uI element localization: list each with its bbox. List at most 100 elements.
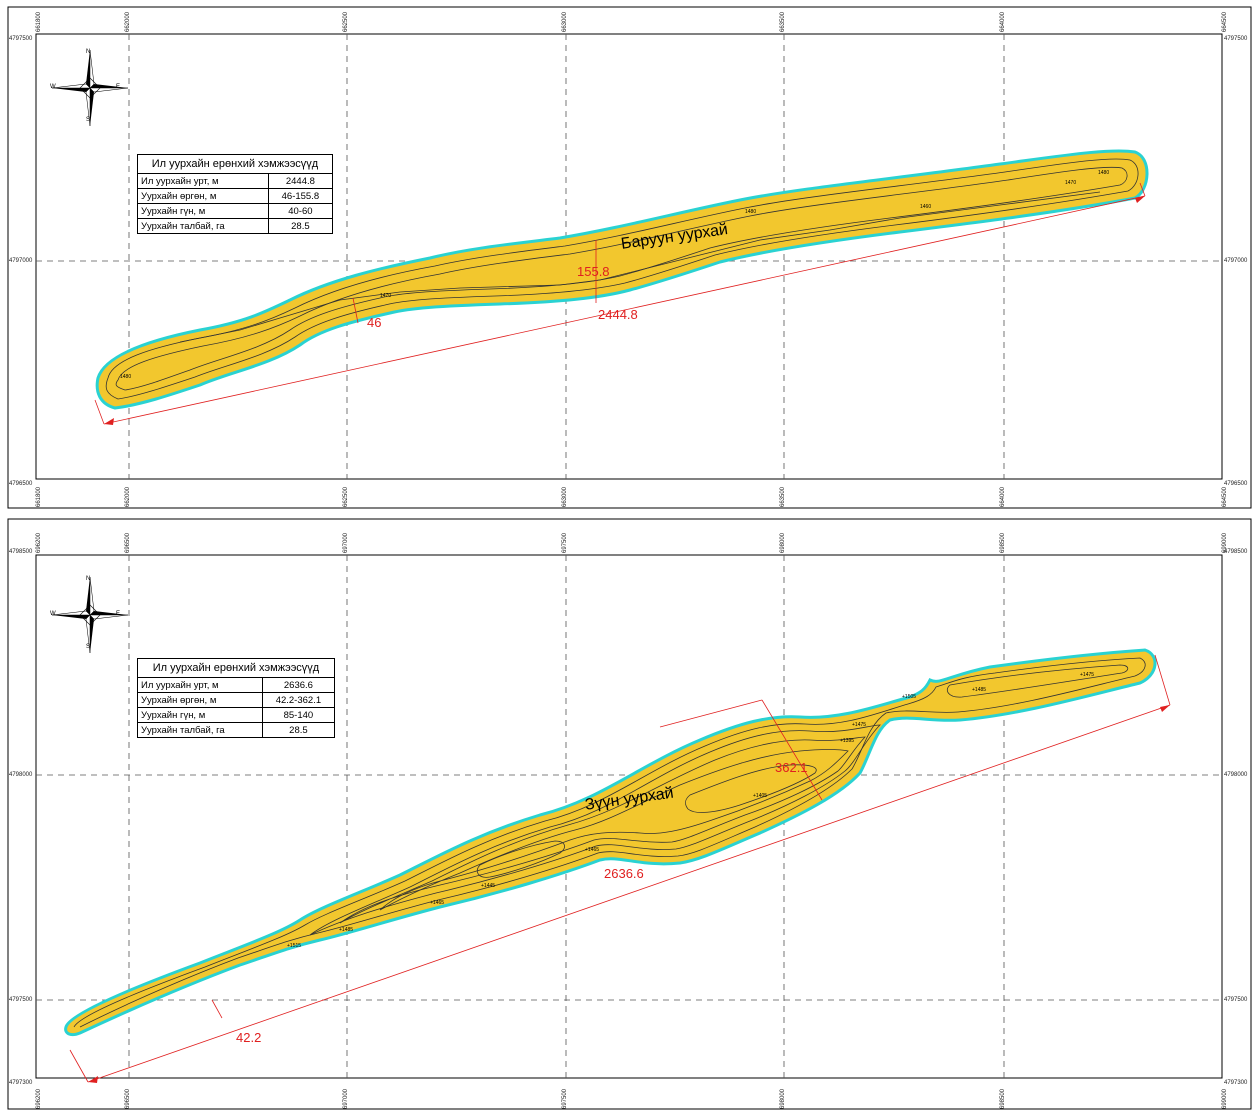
x-tick: 696500	[125, 532, 131, 553]
x-tick: 698500	[1000, 532, 1006, 553]
compass-w: W	[50, 84, 56, 90]
west-dimension-lines	[94, 182, 1146, 425]
compass-rose-icon	[51, 49, 129, 127]
y-tick: 4797500	[9, 36, 33, 42]
west-pit-outline	[95, 149, 1149, 410]
west-pit-drawing	[7, 6, 1252, 509]
row-value: 2444.8	[267, 173, 334, 189]
x-tick: 664500	[1222, 11, 1228, 32]
table-row: Уурхайн өргөн, м 42.2-362.1	[137, 692, 336, 708]
x-tick: 696200	[36, 532, 42, 553]
compass-e: E	[116, 611, 121, 617]
table-row: Уурхайн гүн, м 85-140	[137, 707, 336, 723]
elevation-label: +1505	[902, 694, 917, 700]
x-tick: 697000	[343, 532, 349, 553]
elevation-label: +1475	[1080, 672, 1095, 678]
y-tick: 4798000	[1224, 772, 1248, 778]
elevation-label: 1480	[120, 374, 132, 380]
x-tick: 661800	[36, 486, 42, 507]
elevation-label: +1515	[287, 943, 302, 949]
row-value: 46-155.8	[267, 188, 334, 204]
table-title: Ил уурхайн ерөнхий хэмжээсүүд	[137, 658, 335, 678]
x-tick: 697000	[343, 1088, 349, 1109]
east-pit-drawing	[7, 518, 1252, 1110]
elevation-label: 1480	[1098, 170, 1110, 176]
elevation-label: +1485	[972, 687, 987, 693]
width-min-label: 42.2	[236, 1030, 262, 1045]
row-label: Уурхайн талбай, га	[137, 722, 263, 738]
east-pit-map: 696200 696500 697000 697500 698000 69850…	[0, 515, 1258, 1115]
table-row: Уурхайн гүн, м 40-60	[137, 203, 334, 219]
y-tick: 4798500	[9, 549, 33, 555]
elevation-label: +1465	[430, 900, 445, 906]
compass-s: S	[86, 644, 91, 650]
y-tick: 4797300	[1224, 1080, 1248, 1086]
x-tick: 663000	[562, 11, 568, 32]
y-tick: 4798000	[9, 772, 33, 778]
compass-w: W	[50, 611, 56, 617]
table-row: Уурхайн талбай, га 28.5	[137, 722, 336, 738]
width-max-label: 155.8	[577, 264, 610, 279]
pit-parameters-table: Ил уурхайн ерөнхий хэмжээсүүд Ил уурхайн…	[137, 658, 336, 738]
table-title: Ил уурхайн ерөнхий хэмжээсүүд	[137, 154, 333, 174]
x-tick: 663000	[562, 486, 568, 507]
y-tick: 4797000	[9, 258, 33, 264]
elevation-label: 1460	[920, 204, 932, 210]
elevation-label: +1485	[339, 927, 354, 933]
x-tick: 662500	[343, 11, 349, 32]
elevation-label: +1465	[585, 847, 600, 853]
compass-e: E	[116, 84, 121, 90]
x-tick: 662500	[343, 486, 349, 507]
row-label: Ил уурхайн урт, м	[137, 677, 263, 693]
x-tick: 696200	[36, 1088, 42, 1109]
east-dimension-lines	[69, 654, 1171, 1083]
y-tick: 4796500	[1224, 481, 1248, 487]
y-tick: 4797500	[1224, 36, 1248, 42]
width-min-label: 46	[367, 315, 382, 330]
x-tick: 663500	[780, 11, 786, 32]
pit-parameters-table: Ил уурхайн ерөнхий хэмжээсүүд Ил уурхайн…	[137, 154, 334, 234]
row-label: Уурхайн өргөн, м	[137, 188, 269, 204]
x-tick: 663500	[780, 486, 786, 507]
x-tick: 696500	[125, 1088, 131, 1109]
table-row: Ил уурхайн урт, м 2636.6	[137, 677, 336, 693]
width-max-label: 362.1	[775, 760, 808, 775]
compass-n: N	[86, 49, 91, 55]
compass-s: S	[86, 117, 91, 123]
x-tick: 664500	[1222, 486, 1228, 507]
elevation-label: 1470	[380, 293, 392, 299]
x-tick: 697500	[562, 532, 568, 553]
x-tick: 698000	[780, 1088, 786, 1109]
x-tick: 662000	[125, 11, 131, 32]
x-tick: 664000	[1000, 11, 1006, 32]
west-pit-map: 661800 662000 662500 663000 663500 66400…	[0, 0, 1258, 510]
row-value: 40-60	[267, 203, 334, 219]
compass-n: N	[86, 576, 91, 582]
elevation-label: +1475	[852, 722, 867, 728]
x-tick: 697500	[562, 1088, 568, 1109]
x-tick: 662000	[125, 486, 131, 507]
x-tick: 698000	[780, 532, 786, 553]
row-label: Уурхайн гүн, м	[137, 203, 269, 219]
y-tick: 4797500	[1224, 997, 1248, 1003]
row-label: Ил уурхайн урт, м	[137, 173, 269, 189]
row-value: 28.5	[261, 722, 336, 738]
east-pit-outline	[64, 648, 1157, 1037]
y-tick: 4796500	[9, 481, 33, 487]
row-value: 85-140	[261, 707, 336, 723]
y-tick: 4797500	[9, 997, 33, 1003]
x-tick: 664000	[1000, 486, 1006, 507]
elevation-label: +1405	[753, 793, 768, 799]
elevation-label: +1395	[840, 738, 855, 744]
row-label: Уурхайн гүн, м	[137, 707, 263, 723]
table-row: Уурхайн өргөн, м 46-155.8	[137, 188, 334, 204]
elevation-label: 1470	[1065, 180, 1077, 186]
y-tick: 4797300	[9, 1080, 33, 1086]
row-label: Уурхайн талбай, га	[137, 218, 269, 234]
elevation-label: +1445	[481, 883, 496, 889]
table-row: Ил уурхайн урт, м 2444.8	[137, 173, 334, 189]
y-tick: 4798500	[1224, 549, 1248, 555]
row-value: 42.2-362.1	[261, 692, 336, 708]
length-label: 2636.6	[604, 866, 644, 881]
row-value: 28.5	[267, 218, 334, 234]
